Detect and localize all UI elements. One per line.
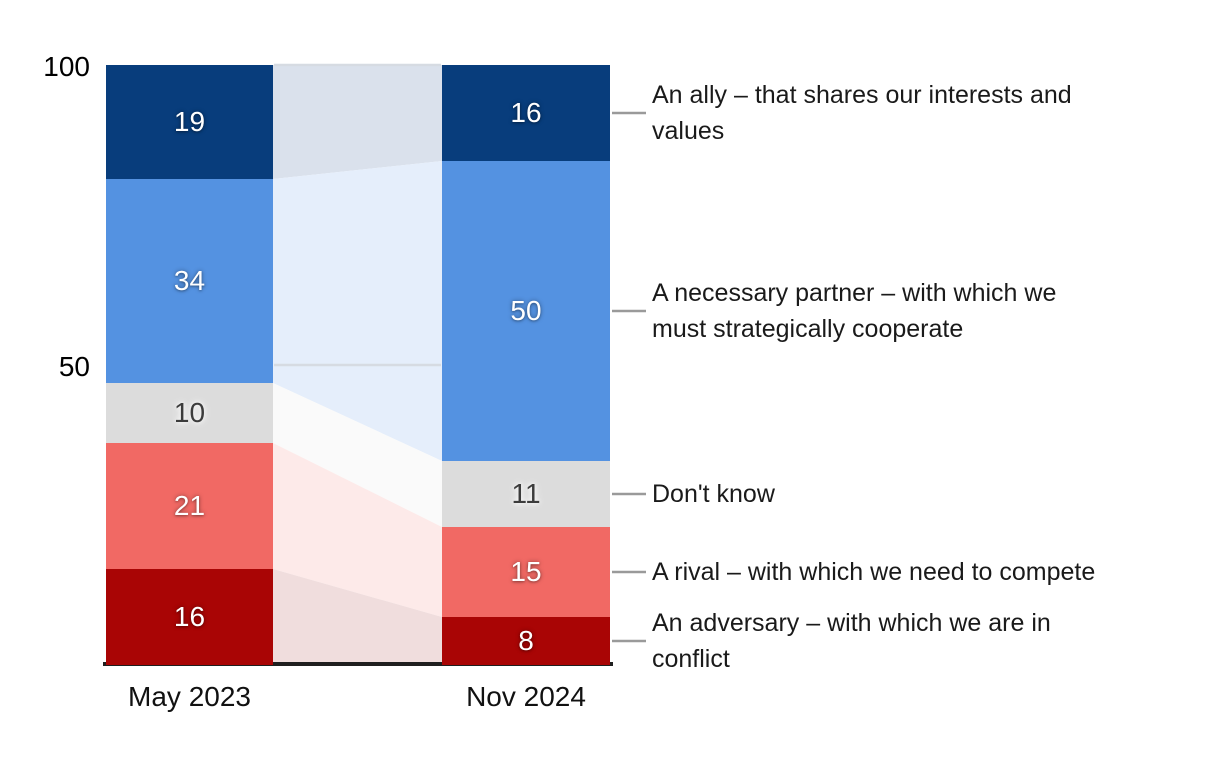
bar-segment: 8 [442,617,610,665]
series-label: A necessary partner – with which we must… [652,279,1057,343]
series-label: A rival – with which we need to compete [652,558,1096,586]
flow-band [273,65,442,179]
flow-band [273,443,442,617]
segment-value: 11 [511,478,541,509]
series-label: An adversary – with which we are in conf… [652,609,1051,673]
bar-segment: 10 [106,383,273,443]
bar-segment: 15 [442,527,610,617]
y-tick-label: 100 [43,51,90,82]
segment-value: 50 [510,295,542,326]
segment-value: 21 [173,490,206,521]
segment-value: 19 [173,106,206,137]
segment-value: 15 [510,556,542,587]
bar-segment: 16 [106,569,273,665]
bar-segment: 50 [442,161,610,461]
segment-value: 8 [518,625,534,656]
flow-band [273,569,442,665]
series-label: Don't know [652,480,775,508]
segment-value: 16 [510,97,542,128]
bar-segment: 16 [442,65,610,161]
segment-value: 10 [173,397,206,428]
flow-band [273,383,442,527]
series-label: An ally – that shares our interests and … [652,81,1072,145]
bar-segment: 11 [442,461,610,527]
y-tick-label: 50 [58,351,90,382]
bar-segment: 19 [106,65,273,179]
x-axis-baseline [103,662,613,666]
category-label: May 2023 [128,681,251,712]
category-label: Nov 2024 [466,681,586,712]
segment-value: 34 [173,265,206,296]
bar-segment: 34 [106,179,273,383]
segment-value: 16 [173,601,206,632]
flow-band [273,161,442,461]
bar-segment: 21 [106,443,273,569]
